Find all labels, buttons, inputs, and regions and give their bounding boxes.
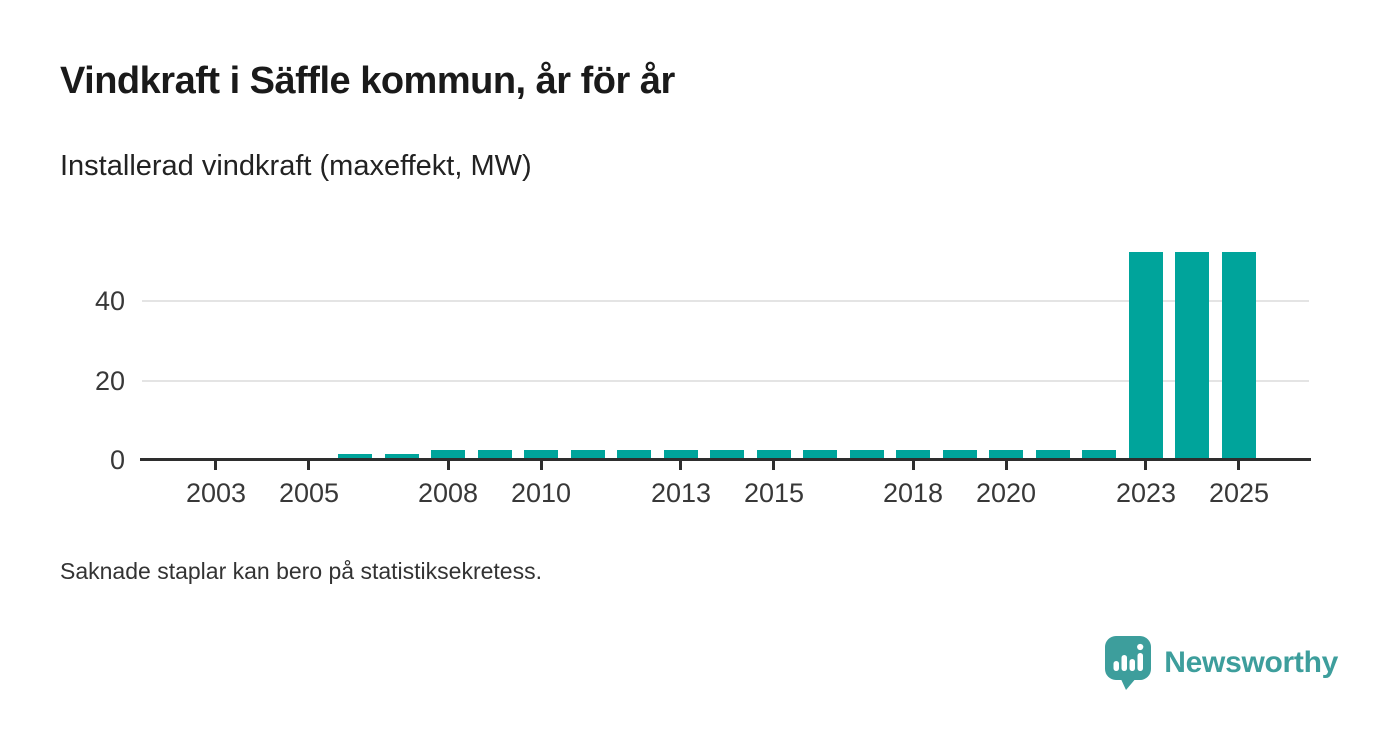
- bar-2022: [1082, 450, 1116, 459]
- x-axis-tick-label: 2025: [1208, 478, 1270, 508]
- bar-2018: [896, 450, 930, 459]
- newsworthy-logo-text: Newsworthy: [1164, 646, 1338, 679]
- bar-2009: [478, 450, 512, 459]
- newsworthy-logo-icon: [1105, 636, 1152, 690]
- x-axis-tick: [307, 461, 310, 470]
- x-axis-tick: [1237, 461, 1240, 470]
- footnote: Saknade staplar kan bero på statistiksek…: [60, 558, 542, 584]
- chart-title: Vindkraft i Säffle kommun, år för år: [60, 60, 675, 102]
- x-axis-tick-label: 2003: [185, 478, 247, 508]
- bar-2021: [1036, 450, 1070, 459]
- x-axis-tick-label: 2018: [882, 478, 944, 508]
- bar-2017: [850, 450, 884, 459]
- bar-2024: [1175, 252, 1209, 459]
- gridline-20: [142, 380, 1309, 382]
- newsworthy-logo: Newsworthy: [1105, 636, 1338, 690]
- bar-2023: [1129, 252, 1163, 459]
- bar-2011: [571, 450, 605, 459]
- bar-2008: [431, 450, 465, 459]
- x-axis-tick: [214, 461, 217, 470]
- x-axis-tick-label: 2005: [278, 478, 340, 508]
- bar-2013: [664, 450, 698, 459]
- x-axis-tick: [772, 461, 775, 470]
- y-axis-tick-label: 0: [109, 445, 125, 475]
- gridline-40: [142, 300, 1309, 302]
- x-axis-tick-label: 2008: [417, 478, 479, 508]
- bar-2006: [338, 454, 372, 459]
- x-axis-tick-label: 2015: [743, 478, 805, 508]
- bar-2015: [757, 450, 791, 459]
- y-axis-tick-label: 20: [94, 366, 125, 396]
- bar-2020: [989, 450, 1023, 459]
- x-axis-tick: [540, 461, 543, 470]
- bar-2019: [943, 450, 977, 459]
- x-axis-tick-label: 2023: [1115, 478, 1177, 508]
- x-axis-tick-label: 2020: [975, 478, 1037, 508]
- x-axis-line: [140, 458, 1311, 461]
- bar-2007: [385, 454, 419, 459]
- y-axis-tick-label: 40: [94, 286, 125, 316]
- x-axis-tick: [1005, 461, 1008, 470]
- x-axis-tick-label: 2010: [510, 478, 572, 508]
- x-axis-tick: [447, 461, 450, 470]
- bar-2025: [1222, 252, 1256, 459]
- bar-2010: [524, 450, 558, 459]
- bar-2012: [617, 450, 651, 459]
- bar-2016: [803, 450, 837, 459]
- bar-2014: [710, 450, 744, 459]
- x-axis-tick: [912, 461, 915, 470]
- x-axis-tick-label: 2013: [650, 478, 712, 508]
- x-axis-tick: [1144, 461, 1147, 470]
- x-axis-tick: [679, 461, 682, 470]
- chart-subtitle: Installerad vindkraft (maxeffekt, MW): [60, 150, 532, 182]
